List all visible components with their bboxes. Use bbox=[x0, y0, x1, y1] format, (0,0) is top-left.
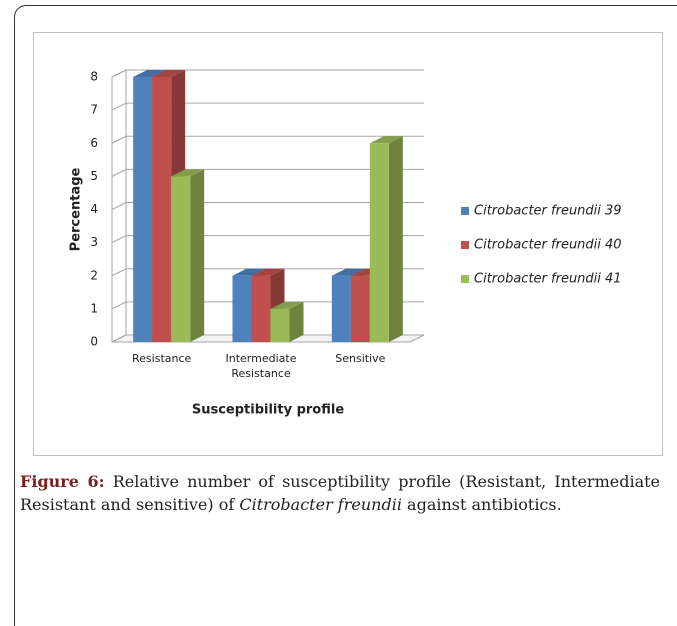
legend-label: Citrobacter freundii 39 bbox=[474, 204, 622, 219]
y-tick-label: 6 bbox=[90, 136, 98, 150]
y-tick-label: 3 bbox=[90, 235, 98, 249]
y-tick-label: 0 bbox=[90, 335, 98, 349]
bar-top bbox=[232, 268, 266, 276]
grid-line bbox=[111, 202, 424, 210]
bar bbox=[369, 143, 389, 342]
legend-swatch bbox=[461, 207, 469, 215]
y-tick-label: 5 bbox=[90, 169, 98, 183]
legend-label: Citrobacter freundii 40 bbox=[474, 238, 622, 253]
y-tick-label: 4 bbox=[90, 202, 98, 216]
bar-top bbox=[270, 301, 304, 309]
caption-text: against antibiotics. bbox=[407, 495, 562, 514]
bar bbox=[350, 275, 370, 342]
bar-top bbox=[152, 70, 186, 77]
bar bbox=[171, 176, 191, 342]
bar-top bbox=[331, 268, 365, 276]
bar bbox=[152, 77, 172, 342]
chart: 0 1 2 3 4 5 6 7 8 Percentage Susceptibility profil… bbox=[69, 69, 622, 418]
grid-line bbox=[111, 102, 424, 111]
grid-line bbox=[111, 334, 424, 343]
bar bbox=[251, 275, 271, 342]
bar-side bbox=[388, 136, 403, 342]
x-tick-label: Intermediate Resistance bbox=[225, 352, 297, 380]
legend-swatch bbox=[461, 275, 469, 283]
species: Citrobacter freundii bbox=[239, 495, 402, 514]
grid-line bbox=[111, 235, 424, 244]
bar-top bbox=[369, 136, 403, 144]
bar-side bbox=[289, 301, 304, 342]
caption-text: Relative number of susceptibility profil… bbox=[20, 472, 660, 514]
bar bbox=[133, 77, 153, 342]
page: {"chart_data": {"type": "bar3d", "catego… bbox=[14, 5, 677, 626]
bar-top bbox=[133, 70, 167, 77]
x-tick-label: Sensitive bbox=[335, 352, 386, 365]
y-tick-label: 8 bbox=[90, 70, 98, 84]
grid-line bbox=[111, 301, 424, 310]
legend-swatch bbox=[461, 241, 469, 249]
y-axis-label: Percentage bbox=[69, 168, 84, 252]
legend-label: Citrobacter freundii 41 bbox=[474, 272, 622, 287]
x-tick-label: Resistance bbox=[132, 352, 192, 365]
chart-box bbox=[33, 32, 663, 456]
y-tick-label: 1 bbox=[90, 301, 98, 315]
bar bbox=[232, 275, 252, 342]
bar-side bbox=[190, 169, 205, 342]
bar-top bbox=[171, 169, 205, 177]
frame bbox=[14, 5, 677, 626]
bar bbox=[270, 308, 290, 342]
x-axis-label: Susceptibility profile bbox=[192, 403, 344, 418]
y-tick-label: 7 bbox=[90, 103, 98, 117]
grid-line bbox=[111, 135, 424, 144]
bar bbox=[331, 275, 351, 342]
grid-line bbox=[111, 168, 424, 177]
grid-line bbox=[111, 268, 424, 277]
y-tick-label: 2 bbox=[90, 268, 98, 282]
bar-top bbox=[251, 268, 285, 276]
figure-label: Figure 6: bbox=[20, 472, 105, 491]
grid-line bbox=[111, 69, 424, 78]
caption: Figure 6: Relative number of susceptibil… bbox=[20, 470, 660, 516]
